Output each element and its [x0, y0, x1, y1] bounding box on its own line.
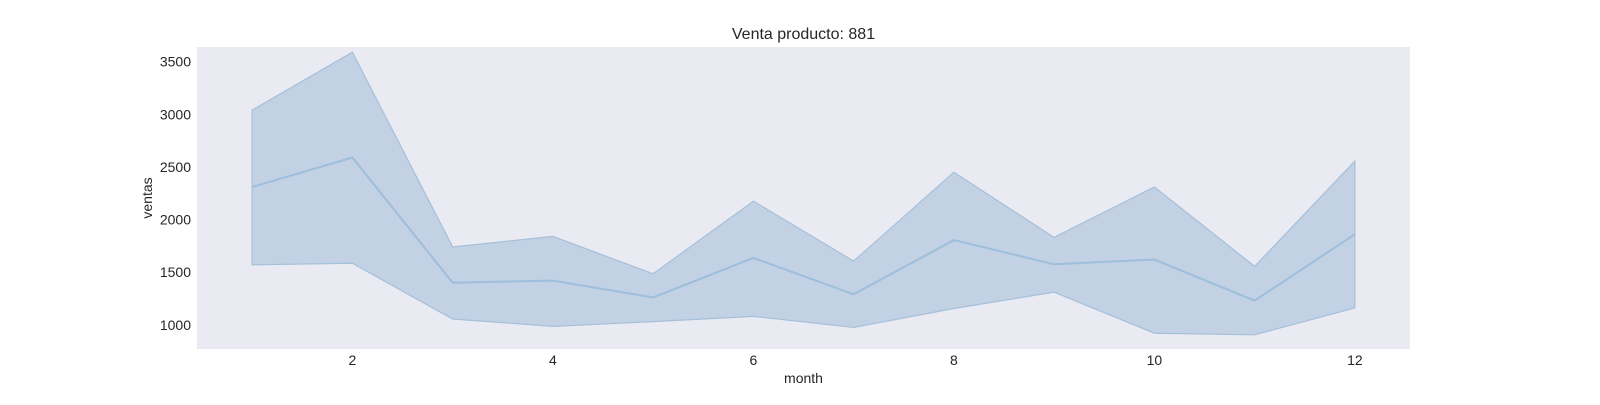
series-line [251, 156, 1356, 302]
x-tick-label: 12 [1347, 352, 1363, 368]
y-tick-label: 1000 [160, 317, 191, 333]
x-tick-label: 8 [950, 352, 958, 368]
y-tick-label: 3000 [160, 106, 191, 122]
x-tick-label: 10 [1147, 352, 1163, 368]
y-tick-label: 2000 [160, 212, 191, 228]
y-tick-label: 1500 [160, 264, 191, 280]
y-axis-label: ventas [139, 177, 155, 218]
confidence-band [251, 51, 1356, 336]
x-tick-label: 4 [549, 352, 557, 368]
x-axis-label: month [784, 370, 823, 386]
y-tick-label: 3500 [160, 54, 191, 70]
x-tick-label: 2 [348, 352, 356, 368]
chart-title: Venta producto: 881 [732, 26, 875, 43]
y-tick-label: 2500 [160, 159, 191, 175]
x-tick-label: 6 [749, 352, 757, 368]
